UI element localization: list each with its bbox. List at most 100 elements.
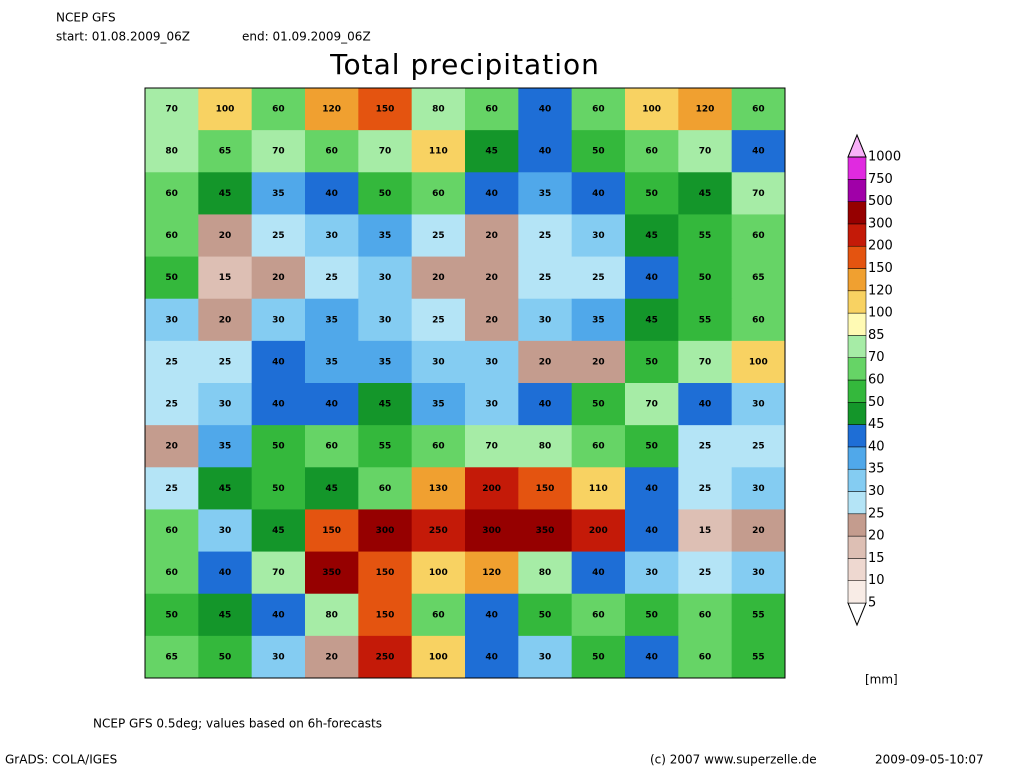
precip-cell [465,425,519,468]
precip-value: 20 [272,273,285,283]
precip-value: 80 [432,105,445,115]
precip-value: 40 [592,189,605,199]
precip-value: 50 [592,652,605,662]
precip-value: 25 [752,442,765,452]
precip-cell [305,425,359,468]
precip-cell [411,256,466,300]
precip-cell [731,298,786,342]
precip-cell [731,509,786,553]
precip-value: 30 [165,315,178,325]
precip-cell [518,509,573,553]
precip-cell [518,88,573,131]
precip-cell [465,256,519,300]
precip-cell [358,593,413,637]
start-label: start: 01.08.2009_06Z [56,30,190,44]
precip-cell [678,256,733,300]
legend-label: 20 [868,529,885,544]
legend-band [847,468,867,492]
precip-value: 60 [699,652,712,662]
precip-cell [411,298,466,342]
precip-value: 45 [219,189,232,199]
precip-cell [571,551,626,595]
precip-cell [198,509,253,553]
precip-value: 50 [699,273,712,283]
precip-cell [625,88,679,131]
precip-value: 40 [485,610,498,620]
legend-band [847,245,867,269]
precip-cell [625,214,679,258]
precip-value: 30 [539,652,552,662]
precip-cell [678,635,733,679]
precip-cell [411,551,466,595]
precip-value: 250 [376,652,395,662]
precip-cell [678,509,733,553]
precip-value: 55 [379,442,392,452]
precip-cell [571,298,626,342]
precip-value: 100 [642,105,661,115]
legend-label: 500 [868,194,893,209]
precip-value: 30 [219,400,232,410]
precip-value: 200 [589,526,608,536]
precip-value: 120 [322,105,341,115]
precip-value: 45 [325,484,338,494]
precip-cell [518,298,573,342]
precip-cell [411,172,466,215]
precip-value: 30 [272,315,285,325]
precip-cell [305,172,359,215]
precip-value: 35 [379,231,392,241]
precip-cell [465,130,519,173]
precip-cell [305,88,359,131]
precip-value: 30 [752,484,765,494]
precip-value: 30 [485,357,498,367]
precip-value: 25 [165,484,178,494]
precip-cell [731,130,786,173]
legend-band [847,335,867,358]
precip-value: 50 [645,610,658,620]
precip-value: 350 [536,526,555,536]
precip-value: 60 [165,526,178,536]
precip-cell [358,383,413,426]
precip-cell [251,509,306,553]
precip-cell [571,425,626,468]
precip-cell [518,425,573,468]
legend-band [847,379,867,403]
precip-cell [678,214,733,258]
precip-value: 60 [592,442,605,452]
precip-cell [465,593,519,637]
precip-cell [518,593,573,637]
legend-label: 300 [868,216,893,231]
precip-value: 30 [432,357,445,367]
precip-cell [465,214,519,258]
precip-cell [358,340,413,384]
precip-cell [625,383,679,426]
precip-cell [625,635,679,679]
legend-band [847,290,867,314]
precip-cell [145,88,199,131]
precip-value: 150 [376,568,395,578]
precip-value: 45 [219,484,232,494]
precip-cell [358,425,413,468]
precip-cell [305,635,359,679]
precip-value: 30 [325,231,338,241]
precip-value: 15 [219,273,232,283]
precip-value: 50 [165,273,178,283]
precip-value: 150 [536,484,555,494]
precip-value: 80 [165,147,178,157]
legend-label: 100 [868,306,893,321]
precip-cell [678,130,733,173]
precip-cell [305,551,359,595]
precip-value: 110 [589,484,608,494]
precip-value: 300 [376,526,395,536]
precip-value: 60 [752,315,765,325]
precip-cell [198,467,253,510]
precip-cell [731,88,786,131]
precip-cell [731,635,786,679]
precip-value: 40 [699,400,712,410]
precip-cell [518,214,573,258]
precip-value: 35 [539,189,552,199]
precip-value: 40 [325,400,338,410]
precip-value: 40 [485,189,498,199]
precip-cell [358,130,413,173]
precip-cell [465,340,519,384]
precip-value: 150 [376,610,395,620]
